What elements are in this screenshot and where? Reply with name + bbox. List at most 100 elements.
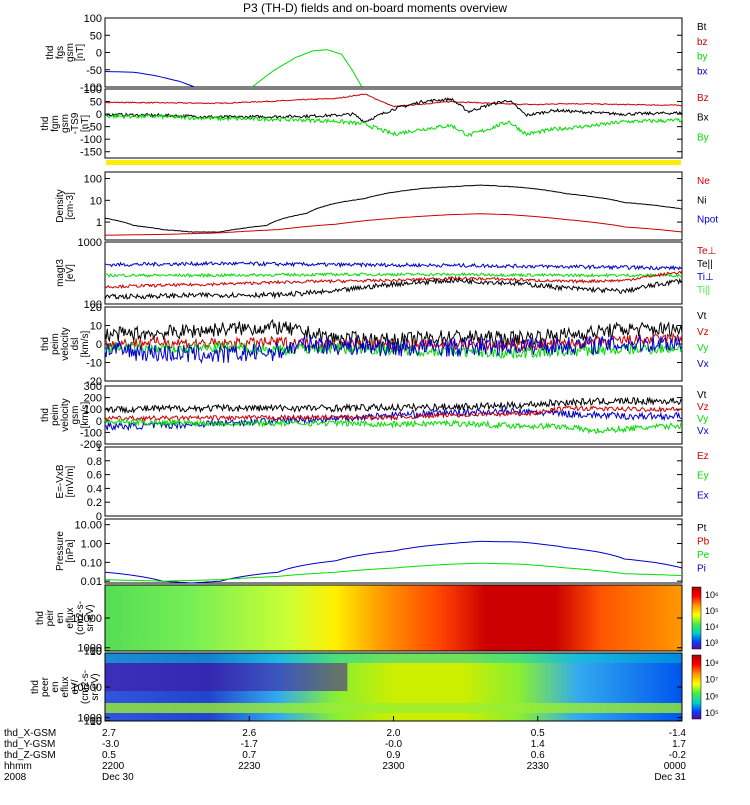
page-title: P3 (TH-D) fields and on-board moments ov… <box>242 1 508 15</box>
colorbar-peer <box>691 654 702 720</box>
panel-frame <box>104 17 683 88</box>
x-tick-label: -1.4 <box>669 728 687 739</box>
legend-entry: Ey <box>697 471 709 482</box>
legend-entry: Vz <box>697 402 709 413</box>
legend-entry: Ne <box>697 176 710 187</box>
y-tick-label: 100 <box>84 404 102 416</box>
legend-entry: Pe <box>697 550 710 561</box>
y-tick-label: 100 <box>84 13 102 25</box>
heatmap-peer-top <box>105 653 682 663</box>
y-axis-title: thd <box>30 680 41 694</box>
y-axis-title: Density <box>55 189 66 222</box>
y-axis-title: peim <box>50 404 61 426</box>
y-tick-label: 0.8 <box>87 456 102 468</box>
panel-frame <box>104 88 683 159</box>
colorbar-label: 10⁵ <box>705 606 719 616</box>
heatmap-peer-lowband <box>105 703 682 713</box>
x-tick-label: 0.6 <box>531 750 545 761</box>
x-tick-label: 2.7 <box>102 728 116 739</box>
x-row-label: thd_X-GSM <box>4 728 56 739</box>
y-axis-title: thd <box>40 117 51 131</box>
series-line-blue <box>104 540 683 584</box>
y-tick-label: 100 <box>84 646 102 658</box>
series-line-green <box>104 272 683 279</box>
x-tick-label: -0.0 <box>385 739 403 750</box>
mode-bar <box>106 160 681 165</box>
y-axis-title: fgm <box>50 115 61 132</box>
colorbar-label: 10⁷ <box>705 675 718 685</box>
series-line-red <box>104 332 683 353</box>
legend-entry: Vt <box>697 390 707 401</box>
x-tick-label: 2200 <box>102 761 125 772</box>
legend-entry: Bx <box>697 113 709 124</box>
legend-entry: Ti|| <box>697 285 710 296</box>
legend-entry: Ez <box>697 451 709 462</box>
y-tick-label: 0.2 <box>87 497 102 509</box>
panel-pressure: Pressure [nPa] <box>55 518 683 584</box>
series-line-blue <box>104 71 195 88</box>
x-tick-label: -3.0 <box>102 739 120 750</box>
y-tick-label: -100 <box>80 82 102 94</box>
y-axis-title: (cm2-s- <box>80 670 91 704</box>
y-tick-label: 10 <box>90 321 102 333</box>
y-axis-title: [cm-3] <box>65 192 76 220</box>
x-tick-label: 0.9 <box>387 750 401 761</box>
y-tick-label: 1000 <box>78 237 102 249</box>
y-axis-title: en <box>50 681 61 692</box>
y-axis-title: peir <box>45 609 56 626</box>
x-tick-label: 2300 <box>382 761 405 772</box>
series-line-green <box>104 340 683 360</box>
y-tick-label: 0.4 <box>87 483 102 495</box>
legend-entry: Bt <box>697 22 707 33</box>
y-tick-label: 1000 <box>78 713 102 725</box>
y-tick-label: 20 <box>90 302 102 314</box>
y-axis-title: [km/s] <box>80 330 91 357</box>
y-axis-title: gsm <box>70 406 81 425</box>
x-tick-label: 2.0 <box>387 728 401 739</box>
y-tick-label: 10000 <box>71 613 102 625</box>
y-axis-title: thd <box>40 337 51 351</box>
x-tick-label: 0.5 <box>102 750 116 761</box>
y-tick-label: 200 <box>84 393 102 405</box>
series-line-blue <box>104 406 683 432</box>
series-line-green <box>104 562 683 582</box>
y-axis-title: velocity <box>60 398 71 431</box>
series-line-black <box>104 276 683 300</box>
colorbar-label: 10⁶ <box>705 691 719 701</box>
y-tick-label: -10 <box>86 358 102 370</box>
x-tick-label: 0.7 <box>242 750 256 761</box>
colorbar-label: 10⁴ <box>705 622 719 632</box>
y-tick-label: -200 <box>80 439 102 451</box>
legend-entry: Pb <box>697 537 710 548</box>
series-line-red <box>104 405 683 423</box>
colorbar-peir <box>691 586 702 650</box>
y-axis-title: Pressure <box>55 531 66 571</box>
y-axis-title: [nT] <box>80 115 91 132</box>
legend-entry: Ex <box>697 490 709 501</box>
legend-entry: Vy <box>697 343 708 354</box>
panel-efield: E=-VxB [mV/m] <box>55 446 683 517</box>
y-axis-title: eflux <box>65 607 76 628</box>
panel-frame <box>104 518 683 584</box>
series-line-red <box>104 270 683 290</box>
x-tick-label: 2.6 <box>242 728 256 739</box>
y-tick-label: 0.6 <box>87 470 102 482</box>
y-tick-label: -20 <box>86 376 102 388</box>
panel-frame <box>104 385 683 445</box>
y-axis-title: magt3 <box>55 259 66 287</box>
y-tick-label: 10 <box>90 646 102 658</box>
legend-entry: Vz <box>697 327 709 338</box>
y-tick-label: 1 <box>96 442 102 454</box>
series-line-green <box>104 113 683 138</box>
x-tick-label: Dec 30 <box>102 772 134 783</box>
legend-entry: Te|| <box>697 259 713 270</box>
y-tick-label: 0 <box>96 511 102 523</box>
y-axis-title: sr-eV) <box>85 604 96 631</box>
y-axis-title: -TS9 <box>70 112 81 134</box>
y-axis-title: thd <box>35 611 46 625</box>
y-axis-title: peer <box>40 676 51 697</box>
y-tick-label: 10000 <box>71 682 102 694</box>
legend-entry: by <box>697 52 708 63</box>
